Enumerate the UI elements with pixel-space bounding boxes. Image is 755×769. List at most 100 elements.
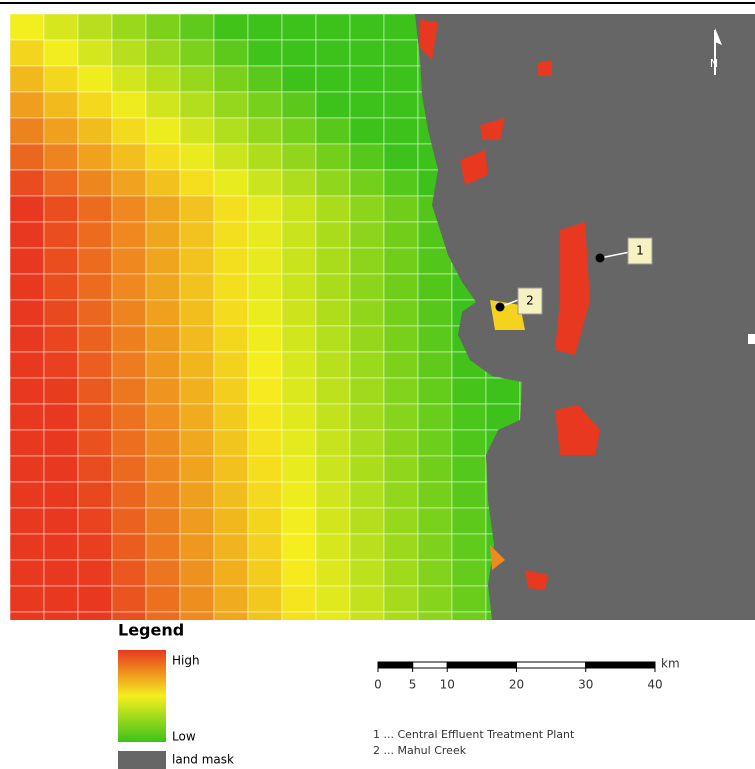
grid-cell	[247, 455, 283, 483]
grid-cell	[43, 611, 79, 620]
grid-cell	[77, 455, 113, 483]
grid-cell	[315, 169, 351, 197]
grid-cell	[10, 351, 45, 379]
grid-cell	[451, 481, 487, 509]
north-arrow: N	[710, 28, 722, 75]
grid-cell	[77, 403, 113, 431]
grid-cell	[349, 91, 385, 119]
grid-cell	[315, 91, 351, 119]
grid-cell	[111, 143, 147, 171]
grid-cell	[247, 325, 283, 353]
grid-cell	[349, 559, 385, 587]
grid-cell	[111, 481, 147, 509]
grid-cell	[213, 91, 249, 119]
grid-cell	[247, 377, 283, 405]
grid-cell	[213, 14, 249, 41]
grid-cell	[111, 455, 147, 483]
grid-cell	[10, 221, 45, 249]
grid-cell	[179, 455, 215, 483]
grid-cell	[349, 429, 385, 457]
grid-cell	[43, 91, 79, 119]
grid-cell	[10, 429, 45, 457]
site-point	[495, 302, 505, 312]
grid-cell	[77, 39, 113, 67]
hotspot	[420, 20, 438, 60]
grid-cell	[281, 143, 317, 171]
grid-cell	[179, 481, 215, 509]
grid-cell	[349, 65, 385, 93]
grid-cell	[247, 273, 283, 301]
grid-cell	[43, 429, 79, 457]
grid-cell	[281, 325, 317, 353]
grid-cell	[213, 299, 249, 327]
grid-cell	[247, 91, 283, 119]
grid-cell	[179, 39, 215, 67]
grid-cell	[43, 481, 79, 509]
grid-cell	[281, 403, 317, 431]
grid-cell	[10, 39, 45, 67]
grid-cell	[281, 455, 317, 483]
grid-cell	[10, 585, 45, 613]
grid-cell	[349, 507, 385, 535]
grid-cell	[383, 455, 419, 483]
grid-cell	[10, 507, 45, 535]
grid-cell	[383, 169, 419, 197]
grid-cell	[417, 377, 453, 405]
hotspot	[460, 150, 488, 185]
grid-cell	[417, 299, 453, 327]
grid-cell	[383, 611, 419, 620]
grid-cell	[213, 247, 249, 275]
grid-cell	[315, 195, 351, 223]
grid-cell	[213, 507, 249, 535]
grid-cell	[213, 377, 249, 405]
grid-cell	[213, 429, 249, 457]
grid-cell	[383, 533, 419, 561]
grid-cell	[247, 65, 283, 93]
grid-cell	[43, 247, 79, 275]
grid-cell	[281, 351, 317, 379]
grid-cell	[213, 169, 249, 197]
grid-cell	[281, 273, 317, 301]
grid-cell	[383, 39, 419, 67]
grid-cell	[315, 481, 351, 509]
grid-cell	[179, 533, 215, 561]
hotspot	[538, 60, 552, 76]
grid-cell	[281, 507, 317, 535]
grid-cell	[383, 377, 419, 405]
grid-cell	[247, 585, 283, 613]
grid-cell	[213, 533, 249, 561]
grid-cell	[145, 351, 181, 379]
grid-cell	[10, 481, 45, 509]
grid-cell	[77, 273, 113, 301]
grid-cell	[281, 14, 317, 41]
grid-cell	[77, 117, 113, 145]
legend: Legend High Low land mask	[118, 621, 234, 769]
grid-cell	[77, 195, 113, 223]
scale-segment	[446, 661, 517, 669]
grid-cell	[43, 14, 79, 41]
grid-cell	[43, 325, 79, 353]
scale-label: 30	[578, 678, 593, 692]
grid-cell	[315, 507, 351, 535]
grid-cell	[349, 39, 385, 67]
grid-cell	[383, 195, 419, 223]
grid-cell	[77, 481, 113, 509]
grid-cell	[10, 455, 45, 483]
hotspot	[480, 118, 505, 140]
scale-unit: km	[661, 657, 680, 671]
grid-cell	[145, 455, 181, 483]
grid-cell	[451, 611, 487, 620]
grid-cell	[451, 455, 487, 483]
grid-cell	[77, 377, 113, 405]
grid-cell	[383, 325, 419, 353]
grid-cell	[43, 143, 79, 171]
grid-cell	[417, 559, 453, 587]
grid-cell	[349, 221, 385, 249]
grid-cell	[145, 195, 181, 223]
grid-cell	[383, 117, 419, 145]
grid-cell	[315, 403, 351, 431]
grid-cell	[43, 117, 79, 145]
grid-cell	[179, 65, 215, 93]
grid-cell	[43, 455, 79, 483]
grid-cell	[247, 351, 283, 379]
